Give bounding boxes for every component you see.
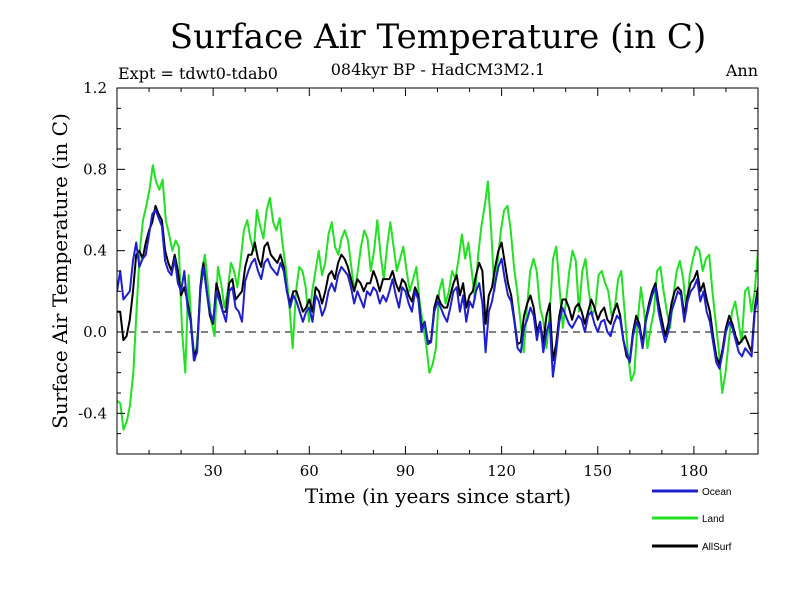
legend: Ocean Land AllSurf <box>652 487 732 553</box>
chart-subtitle: 084kyr BP - HadCM3M2.1 <box>331 60 545 79</box>
x-tick-label: 60 <box>300 462 319 480</box>
series-line-allsurf <box>117 204 758 366</box>
y-tick-label: 1.2 <box>83 79 107 97</box>
series-line-ocean <box>117 209 758 378</box>
chart-title: Surface Air Temperature (in C) <box>170 17 706 57</box>
season-label: Ann <box>725 61 758 80</box>
x-tick-label: 30 <box>204 462 223 480</box>
y-tick-label: 0.8 <box>83 160 107 178</box>
x-tick-label: 120 <box>487 462 516 480</box>
y-tick-label: 0.0 <box>83 323 107 341</box>
legend-label-ocean: Ocean <box>702 487 731 498</box>
x-tick-label: 90 <box>396 462 415 480</box>
legend-label-land: Land <box>702 514 724 525</box>
experiment-label: Expt = tdwt0-tdab0 <box>118 64 278 83</box>
plot-area <box>117 164 758 431</box>
legend-label-allsurf: AllSurf <box>702 542 732 553</box>
y-tick-label: -0.4 <box>78 404 107 422</box>
series-line-land <box>117 164 758 431</box>
x-axis-label: Time (in years since start) <box>305 484 571 508</box>
axes: 30 60 90 120 150 180 -0.4 0.0 0.4 0.8 1.2 <box>78 79 759 480</box>
x-tick-label: 150 <box>583 462 612 480</box>
y-axis-label: Surface Air Temperature (in C) <box>48 113 72 429</box>
y-tick-label: 0.4 <box>83 242 107 260</box>
x-tick-label: 180 <box>680 462 709 480</box>
